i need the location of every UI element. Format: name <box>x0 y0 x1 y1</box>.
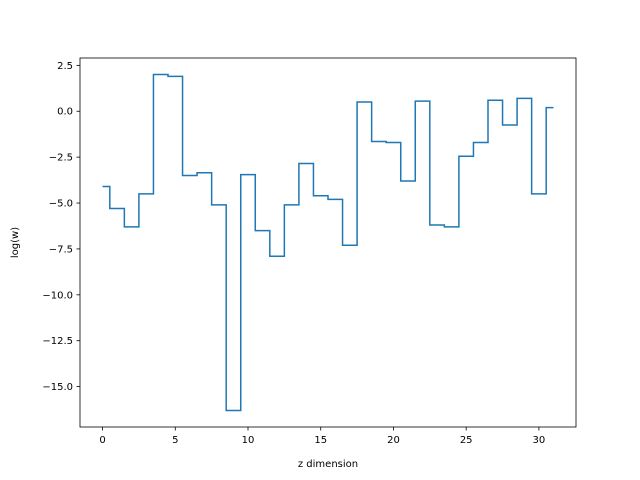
y-axis-ticks: 2.5 0.0 −2.5 −5.0 −7.5 −10.0 −12.5 −15.0 <box>42 61 80 393</box>
y-tick-label: −2.5 <box>49 153 73 164</box>
x-tick-label: 0 <box>99 435 105 446</box>
plot-lines <box>102 73 554 412</box>
y-tick-label: 2.5 <box>57 61 73 72</box>
x-tick-label: 20 <box>387 435 400 446</box>
y-tick-label: −15.0 <box>42 382 73 393</box>
x-tick-label: 5 <box>172 435 178 446</box>
y-tick-label: −5.0 <box>49 199 73 210</box>
x-tick-label: 30 <box>533 435 546 446</box>
plot-frame <box>79 57 577 428</box>
y-tick-label: −12.5 <box>42 336 73 347</box>
y-tick-label: 0.0 <box>57 107 73 118</box>
x-tick-label: 25 <box>460 435 473 446</box>
y-tick-label: −10.0 <box>42 290 73 301</box>
series-line-0 <box>102 73 554 412</box>
x-axis-label: z dimension <box>298 459 358 470</box>
x-axis-ticks: 0 5 10 15 20 25 30 <box>99 427 545 446</box>
y-tick-label: −7.5 <box>49 244 73 255</box>
y-axis-label: log(w) <box>10 227 21 258</box>
x-tick-label: 10 <box>242 435 255 446</box>
x-tick-label: 15 <box>314 435 327 446</box>
